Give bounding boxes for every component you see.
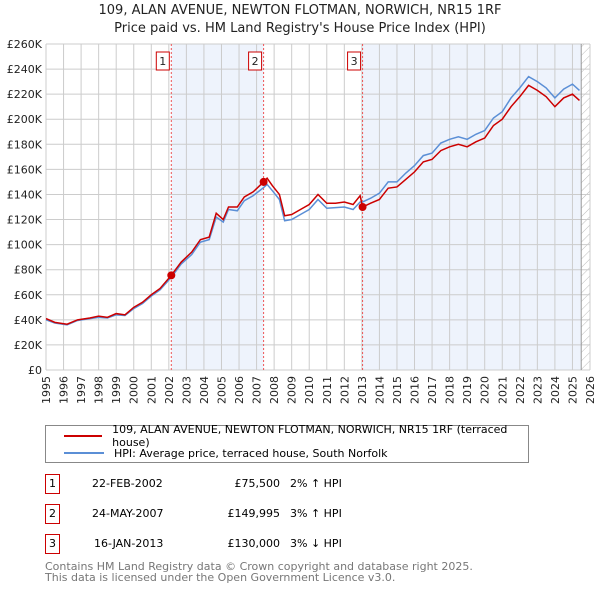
sale-date: 22-FEB-2002 [92, 477, 163, 490]
shaded-period [171, 44, 264, 370]
x-tick-label: 2012 [338, 376, 351, 404]
x-tick-label: 2024 [549, 376, 562, 404]
chart-subtitle: Price paid vs. HM Land Registry's House … [114, 21, 486, 36]
sale-marker-badge: 1 [45, 474, 60, 494]
legend-swatch-red [64, 435, 103, 437]
x-tick-label: 2001 [145, 376, 158, 404]
sale-price: £130,000 [227, 537, 281, 550]
property-price-line [45, 84, 580, 326]
sale-label-box [248, 51, 263, 71]
sale-hpi: 3% ↓ HPI [290, 537, 342, 550]
sale-point [167, 271, 176, 280]
sale-price: £75,500 [234, 477, 281, 490]
x-tick-label: 2005 [215, 376, 228, 404]
sale-point [259, 177, 268, 186]
x-tick-label: 1996 [58, 376, 71, 404]
chart-title: 109, ALAN AVENUE, NEWTON FLOTMAN, NORWIC… [98, 3, 502, 18]
x-tick-label: 2002 [163, 376, 176, 404]
sale-label-box [155, 51, 170, 71]
x-tick-label: 2010 [303, 376, 316, 404]
legend-item-hpi: HPI: Average price, terraced house, Sout… [64, 445, 388, 461]
table-row: 3 16-JAN-2013 £130,000 3% ↓ HPI [45, 534, 545, 554]
legend-label: HPI: Average price, terraced house, Sout… [114, 446, 388, 460]
x-tick-label: 2006 [233, 376, 246, 404]
x-tick-label: 2017 [426, 376, 439, 404]
x-tick-label: 2013 [356, 376, 369, 404]
y-tick-label: £40K [14, 314, 43, 327]
y-tick-label: £260K [7, 38, 43, 51]
legend: 109, ALAN AVENUE, NEWTON FLOTMAN, NORWIC… [45, 423, 529, 463]
x-tick-label: 2020 [479, 376, 492, 404]
x-tick-label: 1995 [40, 376, 53, 404]
footer-licence: This data is licensed under the Open Gov… [45, 571, 396, 584]
x-tick-label: 2008 [268, 376, 281, 404]
x-tick-label: 2015 [391, 376, 404, 404]
sale-label: 3 [351, 55, 358, 68]
shaded-period [362, 44, 582, 370]
x-tick-label: 2009 [286, 376, 299, 404]
y-tick-label: £80K [14, 264, 43, 277]
hpi-line [45, 75, 580, 326]
x-tick-label: 2014 [373, 376, 386, 404]
y-tick-label: £240K [7, 63, 43, 76]
legend-swatch-blue [64, 452, 104, 454]
x-tick-label: 2000 [128, 376, 141, 404]
legend-item-property: 109, ALAN AVENUE, NEWTON FLOTMAN, NORWIC… [64, 423, 528, 449]
y-tick-label: £220K [7, 88, 43, 101]
footer-copyright: Contains HM Land Registry data © Crown c… [45, 560, 473, 573]
sale-date: 16-JAN-2013 [94, 537, 164, 550]
sale-label: 2 [252, 55, 259, 68]
x-tick-label: 2025 [566, 376, 579, 404]
y-tick-label: £60K [14, 289, 43, 302]
y-tick-label: £180K [7, 138, 43, 151]
x-tick-label: 1999 [110, 376, 123, 404]
x-tick-label: 2026 [584, 376, 597, 404]
x-tick-label: 1997 [75, 376, 88, 404]
x-tick-label: 2019 [461, 376, 474, 404]
sale-hpi: 3% ↑ HPI [290, 507, 342, 520]
price-chart: 1995 1996 1997 1998 1999 2000 2001 2002 2003 2004… [7, 38, 597, 404]
forecast-hatch [581, 44, 590, 370]
table-row: 2 24-MAY-2007 £149,995 3% ↑ HPI [45, 504, 545, 524]
x-tick-label: 2007 [251, 376, 264, 404]
table-row: 1 22-FEB-2002 £75,500 2% ↑ HPI [45, 474, 545, 494]
x-tick-label: 2016 [409, 376, 422, 404]
sale-label: 1 [159, 55, 166, 68]
sale-label-box [347, 51, 362, 71]
y-tick-label: £160K [7, 163, 43, 176]
sale-date: 24-MAY-2007 [92, 507, 164, 520]
y-tick-label: £120K [7, 214, 43, 227]
x-tick-label: 1998 [93, 376, 106, 404]
x-tick-label: 2022 [514, 376, 527, 404]
x-tick-label: 2021 [496, 376, 509, 404]
sale-hpi: 2% ↑ HPI [290, 477, 342, 490]
legend-label: 109, ALAN AVENUE, NEWTON FLOTMAN, NORWIC… [112, 423, 508, 449]
y-tick-label: £200K [7, 113, 43, 126]
x-tick-label: 2004 [198, 376, 211, 404]
y-tick-label: £20K [14, 339, 43, 352]
sale-marker-badge: 2 [45, 504, 60, 524]
y-tick-label: £100K [7, 239, 43, 252]
x-tick-label: 2023 [531, 376, 544, 404]
x-tick-label: 2003 [180, 376, 193, 404]
sale-point [358, 203, 367, 211]
y-tick-label: £140K [7, 188, 43, 201]
sale-marker-badge: 3 [45, 534, 60, 554]
x-tick-label: 2011 [321, 376, 334, 404]
x-tick-label: 2018 [444, 376, 457, 404]
sale-price: £149,995 [227, 507, 281, 520]
y-tick-label: £0 [28, 364, 42, 377]
